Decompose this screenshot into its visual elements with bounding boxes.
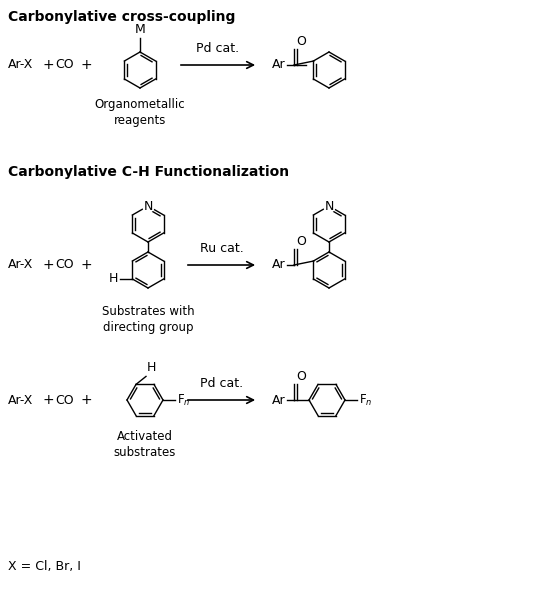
Text: CO: CO — [55, 259, 74, 272]
Text: Pd cat.: Pd cat. — [200, 377, 244, 390]
Text: O: O — [296, 370, 306, 383]
Text: Carbonylative C-H Functionalization: Carbonylative C-H Functionalization — [8, 165, 289, 179]
Text: Substrates with
directing group: Substrates with directing group — [102, 305, 194, 334]
Text: Carbonylative cross-coupling: Carbonylative cross-coupling — [8, 10, 235, 24]
Text: +: + — [80, 258, 92, 272]
Text: Ar: Ar — [272, 259, 286, 272]
Text: Organometallic
reagents: Organometallic reagents — [94, 98, 185, 127]
Text: +: + — [42, 258, 54, 272]
Text: M: M — [135, 23, 145, 36]
Text: X = Cl, Br, I: X = Cl, Br, I — [8, 560, 81, 573]
Text: O: O — [296, 35, 306, 48]
Text: Ru cat.: Ru cat. — [200, 242, 244, 255]
Text: Pd cat.: Pd cat. — [197, 42, 240, 55]
Text: Ar: Ar — [272, 394, 286, 406]
Text: Ar-X: Ar-X — [8, 59, 33, 72]
Text: +: + — [80, 393, 92, 407]
Text: +: + — [80, 58, 92, 72]
Text: Ar-X: Ar-X — [8, 259, 33, 272]
Text: F$_n$: F$_n$ — [359, 393, 372, 407]
Text: Activated
substrates: Activated substrates — [114, 430, 176, 459]
Text: CO: CO — [55, 59, 74, 72]
Text: N: N — [324, 199, 334, 212]
Text: Ar-X: Ar-X — [8, 394, 33, 406]
Text: H: H — [109, 273, 118, 285]
Text: F$_n$: F$_n$ — [177, 393, 191, 407]
Text: Ar: Ar — [272, 59, 286, 72]
Text: CO: CO — [55, 394, 74, 406]
Text: +: + — [42, 393, 54, 407]
Text: H: H — [147, 361, 156, 374]
Text: N: N — [143, 199, 153, 212]
Text: O: O — [296, 235, 306, 248]
Text: +: + — [42, 58, 54, 72]
